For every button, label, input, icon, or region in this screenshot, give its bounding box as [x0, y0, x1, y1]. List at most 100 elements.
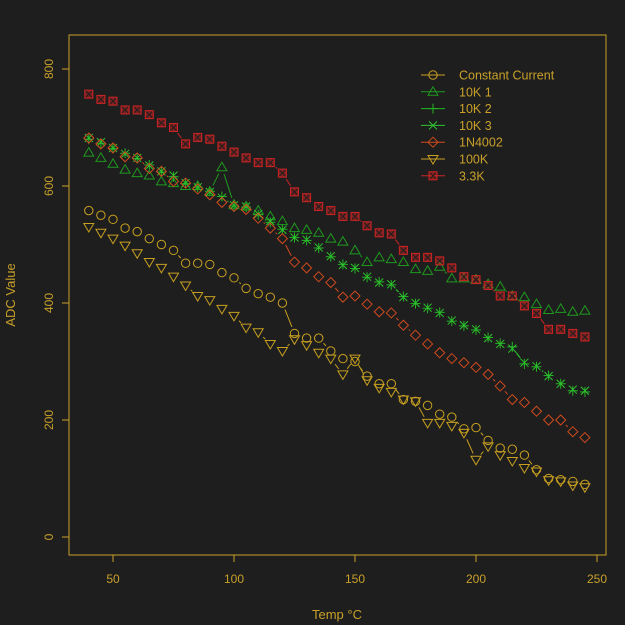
data-point — [84, 89, 94, 99]
data-point — [277, 298, 288, 308]
x-tick-label: 200 — [466, 572, 486, 586]
data-point — [362, 272, 372, 282]
data-point — [338, 260, 348, 270]
data-point — [179, 281, 192, 292]
data-point — [252, 328, 265, 339]
data-point — [82, 222, 95, 233]
data-point — [131, 249, 144, 260]
data-point — [349, 290, 361, 302]
legend-marker — [427, 136, 439, 148]
legend-item: 3.3K — [421, 169, 485, 183]
x-tick-label: 100 — [224, 572, 244, 586]
series-line-segment — [466, 439, 474, 454]
data-point — [240, 323, 252, 334]
data-point — [386, 229, 396, 239]
data-point — [167, 272, 180, 283]
data-point — [568, 385, 578, 394]
series-line-segment — [323, 342, 327, 347]
series-line-segment — [177, 132, 182, 139]
series-line-segment — [505, 290, 508, 293]
data-point — [96, 137, 106, 147]
data-point — [435, 308, 445, 318]
legend-label: 1N4002 — [459, 136, 503, 150]
data-point — [435, 409, 445, 419]
data-point — [421, 418, 434, 429]
legend-label: 10K 3 — [459, 119, 492, 133]
series-line-segment — [223, 173, 233, 199]
data-point — [253, 209, 263, 219]
data-point — [144, 110, 154, 120]
data-point — [411, 252, 420, 262]
data-point — [445, 272, 458, 283]
data-point — [483, 435, 493, 446]
series-line-segment — [212, 173, 220, 186]
data-point — [361, 256, 373, 267]
data-point — [458, 428, 470, 439]
data-point — [96, 94, 106, 104]
data-point — [398, 245, 408, 255]
data-point — [193, 258, 203, 268]
data-point — [95, 151, 107, 162]
data-point — [544, 371, 553, 381]
data-point — [470, 361, 482, 374]
data-point — [506, 393, 519, 406]
series-line-segment — [480, 432, 484, 436]
data-point — [229, 147, 239, 157]
data-point — [435, 256, 445, 266]
data-point — [290, 187, 299, 197]
series-3-3k — [84, 89, 590, 342]
data-point — [181, 139, 191, 149]
legend-item: 10K 3 — [421, 119, 492, 133]
data-point — [544, 324, 554, 334]
data-point — [84, 205, 94, 216]
series-line-segment — [262, 336, 266, 340]
y-tick-label: 0 — [42, 533, 56, 540]
series-line-segment — [395, 239, 400, 246]
data-point — [349, 244, 361, 255]
legend-item: 10K 2 — [421, 102, 492, 116]
data-point — [131, 167, 144, 178]
data-point — [556, 379, 566, 389]
data-point — [179, 177, 192, 189]
legend-label: Constant Current — [459, 69, 555, 83]
data-point — [167, 175, 180, 188]
data-point — [446, 352, 458, 365]
data-point — [241, 153, 251, 163]
data-point — [580, 386, 590, 396]
data-point — [156, 118, 166, 128]
x-tick-label: 250 — [587, 572, 607, 586]
data-point — [169, 123, 178, 132]
data-point — [495, 339, 505, 349]
data-point — [471, 324, 481, 334]
y-tick-label: 600 — [42, 176, 56, 196]
data-point — [361, 376, 373, 387]
y-tick-label: 400 — [42, 293, 56, 313]
data-point — [203, 296, 216, 307]
data-point — [361, 298, 373, 310]
data-point — [459, 272, 469, 282]
legend-marker — [427, 85, 439, 96]
data-point — [205, 134, 215, 144]
series-line-segment — [275, 166, 278, 169]
legend-label: 100K — [459, 153, 489, 167]
legend-marker — [428, 103, 438, 114]
data-point — [95, 228, 107, 239]
data-point — [374, 278, 384, 287]
data-point — [494, 451, 507, 462]
legend-marker — [428, 121, 438, 130]
data-point — [482, 368, 494, 381]
data-point — [409, 329, 422, 341]
data-point — [193, 182, 203, 192]
data-point — [228, 200, 240, 213]
data-point — [554, 477, 567, 488]
data-point — [300, 341, 313, 352]
data-point — [507, 444, 517, 454]
series-line-segment — [517, 300, 520, 302]
data-point — [471, 275, 481, 285]
data-point — [409, 397, 422, 408]
series-line-segment — [346, 363, 352, 370]
series-line-segment — [359, 254, 363, 258]
data-point — [324, 232, 337, 243]
data-point — [144, 161, 154, 170]
series-line-segment — [166, 175, 169, 178]
